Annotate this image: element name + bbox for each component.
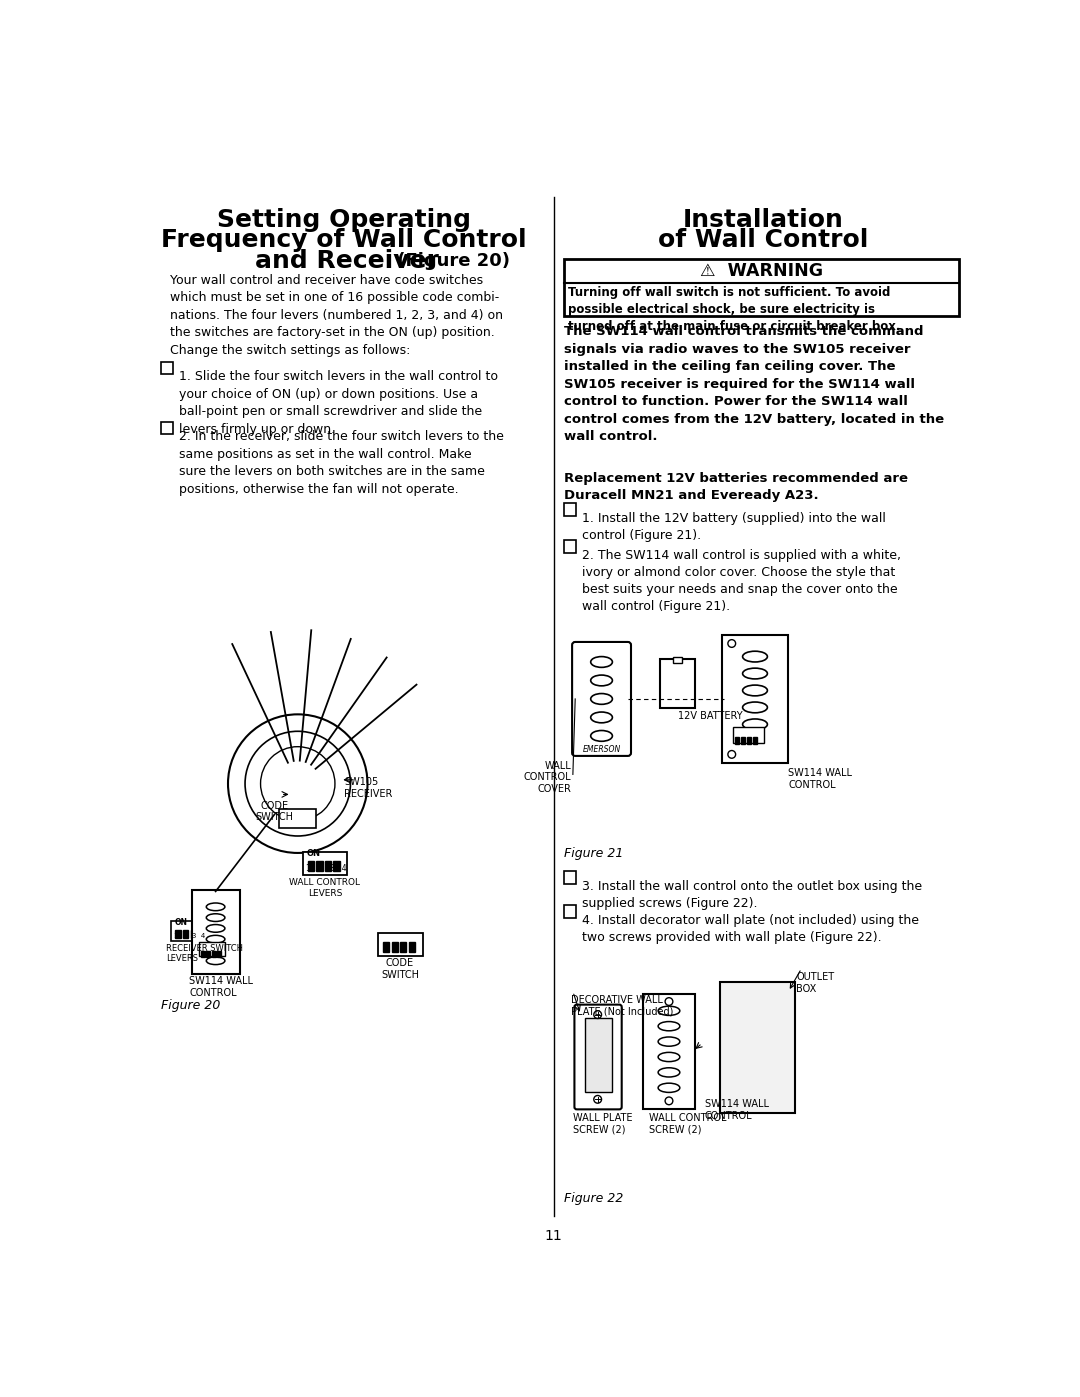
FancyBboxPatch shape: [644, 993, 694, 1109]
Bar: [183, 930, 189, 937]
Bar: [564, 503, 576, 515]
Bar: [206, 951, 211, 957]
FancyBboxPatch shape: [279, 809, 316, 827]
Bar: [199, 930, 204, 937]
Text: CODE
SWITCH: CODE SWITCH: [381, 958, 419, 981]
Bar: [564, 541, 576, 553]
Bar: [392, 942, 397, 951]
Bar: [212, 951, 216, 957]
Text: EMERSON: EMERSON: [582, 745, 621, 754]
Bar: [201, 951, 205, 957]
Text: Figure 20: Figure 20: [161, 999, 220, 1013]
Bar: [747, 738, 751, 743]
Text: and Receiver: and Receiver: [255, 249, 438, 274]
Text: 12V BATTERY: 12V BATTERY: [677, 711, 742, 721]
Bar: [734, 738, 739, 743]
Text: 4. Install decorator wall plate (not included) using the
two screws provided wit: 4. Install decorator wall plate (not inc…: [582, 914, 919, 944]
Bar: [161, 362, 173, 374]
Text: ⚠  WARNING: ⚠ WARNING: [700, 263, 823, 281]
Bar: [754, 738, 757, 743]
Text: SW114 WALL
CONTROL: SW114 WALL CONTROL: [704, 1099, 769, 1120]
Text: Installation: Installation: [683, 208, 843, 232]
Text: SW114 WALL
CONTROL: SW114 WALL CONTROL: [189, 977, 253, 997]
FancyBboxPatch shape: [303, 852, 348, 876]
Text: of Wall Control: of Wall Control: [658, 229, 868, 253]
Text: WALL CONTROL
LEVERS: WALL CONTROL LEVERS: [289, 879, 361, 898]
Bar: [316, 862, 323, 870]
FancyBboxPatch shape: [172, 922, 211, 942]
Text: OUTLET
BOX: OUTLET BOX: [796, 972, 834, 993]
Bar: [673, 657, 683, 662]
Bar: [175, 930, 180, 937]
Bar: [741, 738, 745, 743]
Text: 2. The SW114 wall control is supplied with a white,
ivory or almond color cover.: 2. The SW114 wall control is supplied wi…: [582, 549, 901, 613]
Bar: [584, 1018, 611, 1091]
FancyBboxPatch shape: [732, 728, 764, 743]
Text: 3. Install the wall control onto the outlet box using the
supplied screws (Figur: 3. Install the wall control onto the out…: [582, 880, 922, 909]
Bar: [408, 942, 415, 951]
Text: WALL PLATE
SCREW (2): WALL PLATE SCREW (2): [572, 1113, 633, 1134]
FancyBboxPatch shape: [721, 636, 788, 763]
Text: WALL
CONTROL
COVER: WALL CONTROL COVER: [524, 760, 571, 793]
FancyBboxPatch shape: [572, 643, 631, 756]
Text: Frequency of Wall Control: Frequency of Wall Control: [161, 229, 527, 253]
Text: CODE
SWITCH: CODE SWITCH: [256, 800, 294, 823]
Text: SW114 WALL
CONTROL: SW114 WALL CONTROL: [788, 768, 852, 789]
FancyBboxPatch shape: [378, 933, 422, 956]
Text: Figure 22: Figure 22: [564, 1192, 623, 1204]
Bar: [564, 258, 959, 316]
Bar: [217, 951, 221, 957]
Bar: [325, 862, 332, 870]
FancyBboxPatch shape: [575, 1004, 622, 1109]
Text: The SW114 wall control transmits the command
signals via radio waves to the SW10: The SW114 wall control transmits the com…: [564, 326, 944, 443]
Bar: [161, 422, 173, 434]
Text: ON: ON: [307, 849, 321, 858]
FancyBboxPatch shape: [661, 659, 694, 708]
Text: RECEIVER SWITCH
LEVERS: RECEIVER SWITCH LEVERS: [166, 944, 243, 963]
Text: 1   2   3   4: 1 2 3 4: [307, 863, 347, 873]
FancyBboxPatch shape: [191, 890, 240, 974]
Text: Your wall control and receiver have code switches
which must be set in one of 16: Your wall control and receiver have code…: [170, 274, 503, 356]
Text: 11: 11: [544, 1229, 563, 1243]
FancyBboxPatch shape: [720, 982, 795, 1113]
Text: Setting Operating: Setting Operating: [217, 208, 471, 232]
Text: 1  2  3  4: 1 2 3 4: [174, 933, 205, 939]
Text: Figure 21: Figure 21: [564, 847, 623, 859]
Text: 1. Install the 12V battery (supplied) into the wall
control (Figure 21).: 1. Install the 12V battery (supplied) in…: [582, 511, 886, 542]
Text: WALL CONTROL
SCREW (2): WALL CONTROL SCREW (2): [649, 1113, 727, 1134]
Bar: [383, 942, 389, 951]
Bar: [564, 872, 576, 884]
Bar: [191, 930, 197, 937]
Bar: [308, 862, 314, 870]
Text: SW105
RECEIVER: SW105 RECEIVER: [345, 778, 393, 799]
FancyBboxPatch shape: [199, 942, 225, 956]
Text: DECORATIVE WALL
PLATE (Not Included): DECORATIVE WALL PLATE (Not Included): [570, 996, 673, 1017]
Text: Replacement 12V batteries recommended are
Duracell MN21 and Eveready A23.: Replacement 12V batteries recommended ar…: [564, 472, 907, 502]
Bar: [400, 942, 406, 951]
Text: ON: ON: [175, 918, 188, 928]
Text: (Figure 20): (Figure 20): [391, 251, 510, 270]
Bar: [564, 905, 576, 918]
Text: Turning off wall switch is not sufficient. To avoid
possible electrical shock, b: Turning off wall switch is not sufficien…: [568, 286, 901, 334]
Text: 1. Slide the four switch levers in the wall control to
your choice of ON (up) or: 1. Slide the four switch levers in the w…: [179, 370, 498, 436]
Bar: [334, 862, 339, 870]
Text: 2. In the receiver, slide the four switch levers to the
same positions as set in: 2. In the receiver, slide the four switc…: [179, 430, 504, 496]
